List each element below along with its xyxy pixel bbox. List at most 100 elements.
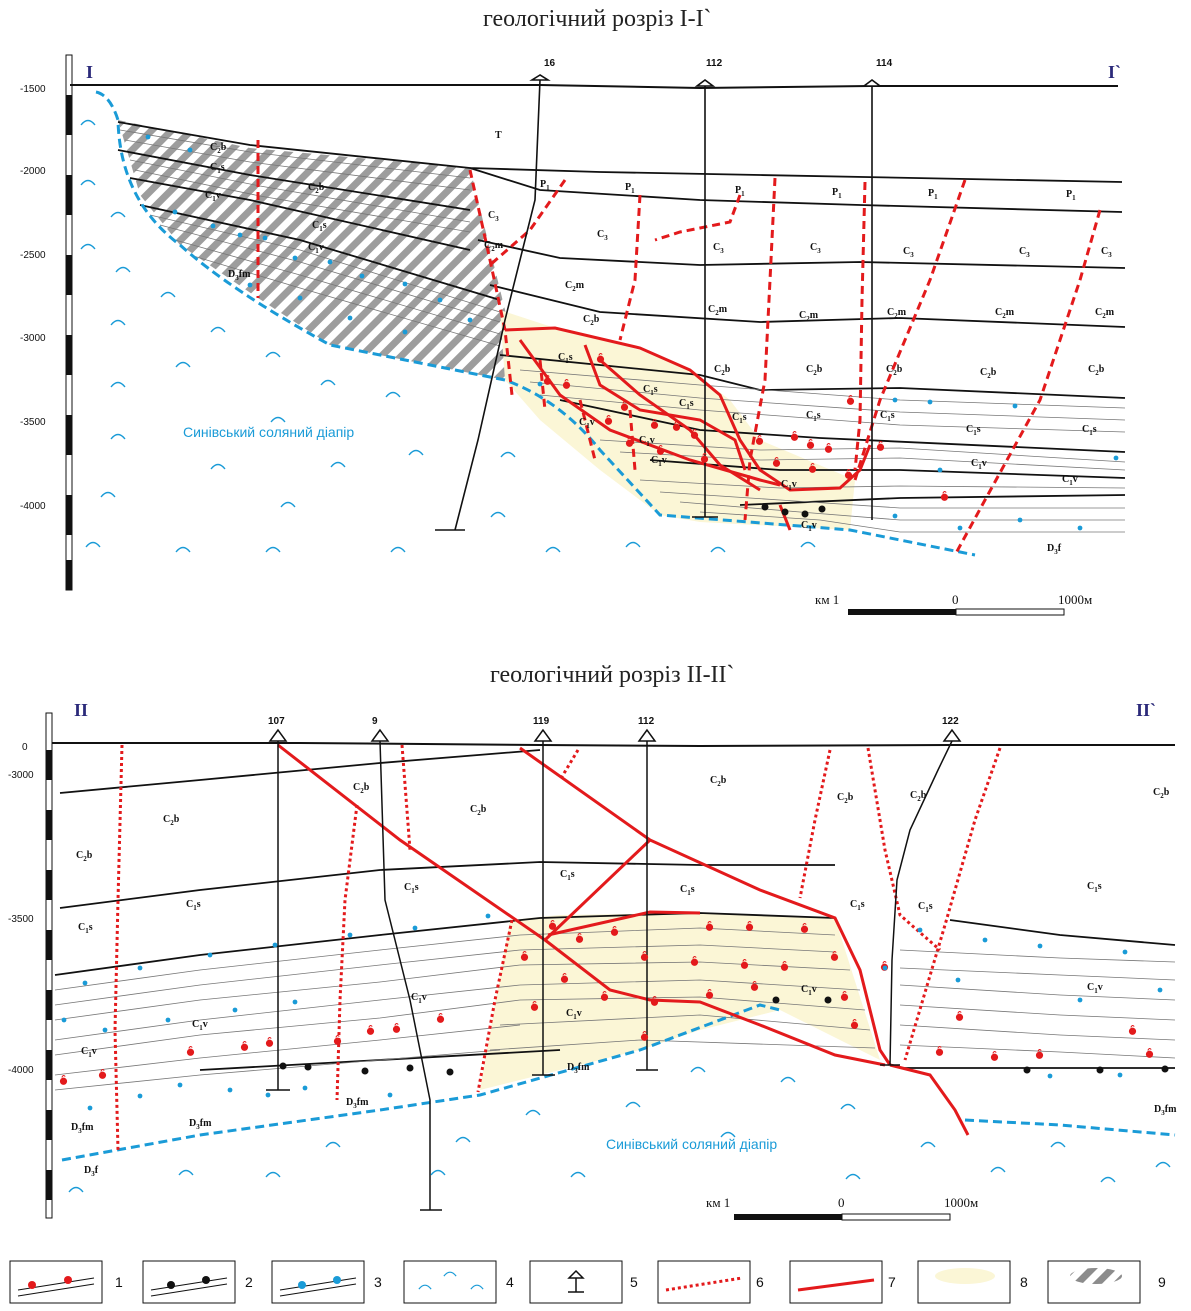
legend-item-oil: 1 [9,1260,123,1304]
svg-text:C1s: C1s [679,398,694,411]
svg-text:C1s: C1s [806,410,821,423]
legend-item-water: 3 [271,1260,382,1304]
svg-text:T: T [495,130,502,141]
svg-text:C1s: C1s [210,162,225,175]
dotted-faults [113,744,1002,1151]
svg-text:2: 2 [245,1274,253,1290]
depth-tick: -3500 [8,914,34,925]
svg-text:D3fm: D3fm [1154,1104,1177,1117]
solid-faults [504,326,872,531]
svg-text:9: 9 [1158,1274,1166,1290]
well-label: 119 [533,716,550,727]
svg-text:1: 1 [115,1274,123,1290]
salt-diapir-label: Синівський соляний діапір [606,1136,777,1152]
svg-text:C1s: C1s [732,412,747,425]
svg-text:D3fm: D3fm [567,1062,590,1075]
formation-labels: T P1 P1 P1 P1 P1 P1 C3 C3 C3 C3 C3 C3 C3… [205,130,1115,556]
svg-text:C2b: C2b [710,775,727,788]
solid-faults [277,743,970,1136]
svg-text:C1v: C1v [308,242,324,255]
svg-text:C1s: C1s [880,410,895,423]
depth-scale-segments [46,750,52,1200]
svg-text:C1s: C1s [1087,881,1102,894]
svg-text:C3: C3 [1101,246,1112,259]
thin-layering [119,129,1126,533]
svg-text:C2m: C2m [484,240,504,253]
svg-text:C1s: C1s [186,899,201,912]
salt-diapir-boundary [95,90,976,557]
svg-text:C2b: C2b [837,792,854,805]
svg-text:C2b: C2b [308,182,325,195]
well-label: 112 [706,58,723,69]
depth-tick: -3500 [20,417,46,428]
scale-bar: км 1 0 1000м [815,592,1092,616]
legend: 1 2 3 4 5 [9,1260,1166,1304]
svg-text:C2b: C2b [980,367,997,380]
section-1: -1500 -2000 -2500 -3000 -3500 -4000 I I` [20,54,1126,616]
svg-text:км 1: км 1 [706,1195,730,1210]
svg-text:C3: C3 [488,210,499,223]
dashed-faults [256,140,1102,556]
legend-item-gas: 2 [142,1260,253,1304]
svg-text:C2m: C2m [799,310,819,323]
svg-text:C1v: C1v [192,1019,208,1032]
thin-layering [54,927,1176,1091]
surface-line [70,84,1118,90]
svg-text:C2b: C2b [583,314,600,327]
svg-text:C1v: C1v [566,1008,582,1021]
depth-tick: -3000 [8,770,34,781]
section-1-title: геологічний розріз I-I` [483,6,712,32]
section-start-label: II [74,700,88,720]
svg-text:D3fm: D3fm [189,1118,212,1131]
svg-text:C2b: C2b [470,804,487,817]
svg-text:D3f: D3f [1047,543,1062,556]
svg-text:C1v: C1v [639,435,655,448]
hatched-zone [118,120,510,380]
svg-text:C1s: C1s [918,901,933,914]
svg-text:D3fm: D3fm [71,1122,94,1135]
svg-text:C1s: C1s [850,899,865,912]
svg-text:C1s: C1s [966,424,981,437]
section-2: 0 -3000 -3500 -4000 II II` [8,700,1177,1221]
svg-text:C2b: C2b [1153,787,1170,800]
svg-text:C3: C3 [713,242,724,255]
svg-text:8: 8 [1020,1274,1028,1290]
legend-item-hatch: 9 [1047,1260,1166,1304]
depth-tick: -4000 [8,1065,34,1076]
svg-text:C1v: C1v [801,520,817,533]
svg-text:C1s: C1s [404,882,419,895]
svg-text:C1v: C1v [781,479,797,492]
svg-text:D3f: D3f [84,1165,99,1178]
svg-text:P1: P1 [540,179,550,192]
scale-bar: км 1 0 1000м [706,1195,978,1221]
svg-text:C1v: C1v [579,417,595,430]
water-dots [145,134,1119,531]
svg-text:C1s: C1s [312,220,327,233]
legend-item-salt: 4 [403,1260,514,1304]
svg-text:C3: C3 [810,242,821,255]
section-start-label: I [86,62,93,82]
svg-text:C2b: C2b [714,364,731,377]
gas-dots [279,996,1169,1076]
svg-text:1000м: 1000м [1058,592,1092,607]
legend-item-oil-zone: 8 [917,1260,1028,1304]
svg-text:P1: P1 [625,182,635,195]
svg-text:C2m: C2m [1095,307,1115,320]
svg-text:C2m: C2m [708,304,728,317]
svg-text:D3fm: D3fm [346,1097,369,1110]
wells [435,74,883,531]
svg-text:P1: P1 [735,185,745,198]
section-end-label: II` [1136,700,1156,720]
water-dots [61,913,1163,1111]
svg-text:C1v: C1v [1062,474,1078,487]
legend-item-solid-fault: 7 [789,1260,896,1304]
svg-text:C2b: C2b [76,850,93,863]
legend-item-well: 5 [529,1260,638,1304]
svg-text:C1s: C1s [643,384,658,397]
svg-text:C2b: C2b [353,782,370,795]
svg-text:км 1: км 1 [815,592,839,607]
svg-text:6: 6 [756,1274,764,1290]
svg-text:0: 0 [952,592,959,607]
well-label: 9 [372,716,378,727]
section-end-label: I` [1108,62,1121,82]
